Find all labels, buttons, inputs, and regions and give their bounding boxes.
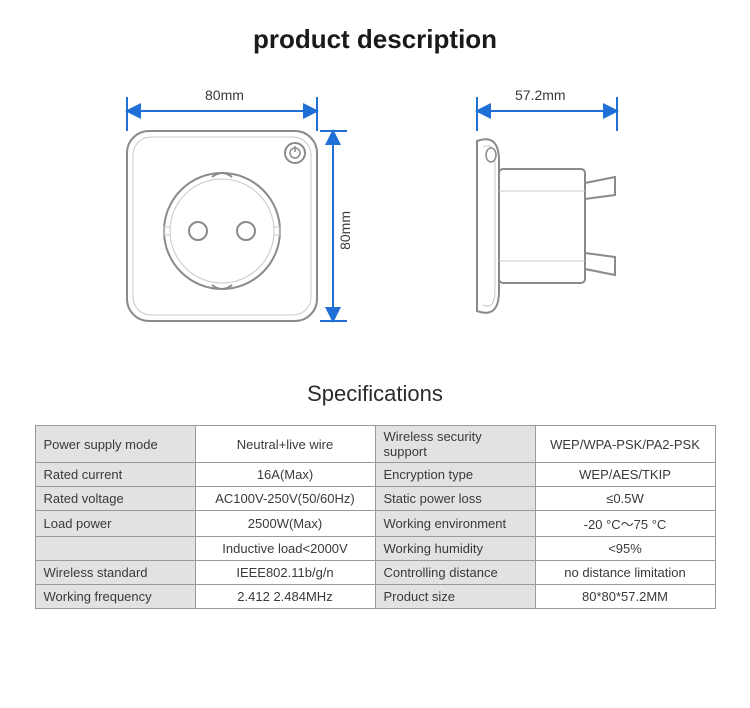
page-title: product description (0, 0, 750, 63)
table-row: Load power2500W(Max)Working environment-… (35, 511, 715, 537)
spec-label: Working humidity (375, 537, 535, 561)
spec-label: Controlling distance (375, 561, 535, 585)
spec-label (35, 537, 195, 561)
front-height-label: 80mm (337, 211, 353, 250)
spec-value: -20 °C～75 °C (535, 511, 715, 537)
spec-value: 2.412 2.484MHz (195, 585, 375, 609)
front-view-diagram: 80mm 80mm (115, 91, 355, 341)
diagram-row: 80mm 80mm (0, 63, 750, 351)
spec-value: no distance limitation (535, 561, 715, 585)
spec-value: 2500W(Max) (195, 511, 375, 537)
spec-label: Product size (375, 585, 535, 609)
front-width-label: 80mm (205, 87, 244, 103)
table-row: Rated voltageAC100V-250V(50/60Hz)Static … (35, 487, 715, 511)
spec-label: Load power (35, 511, 195, 537)
table-row: Wireless standardIEEE802.11b/g/nControll… (35, 561, 715, 585)
spec-value: 16A(Max) (195, 463, 375, 487)
front-view-svg (115, 91, 355, 341)
spec-label: Working frequency (35, 585, 195, 609)
spec-value: WEP/WPA-PSK/PA2-PSK (535, 426, 715, 463)
table-row: Working frequency2.412 2.484MHzProduct s… (35, 585, 715, 609)
spec-value: AC100V-250V(50/60Hz) (195, 487, 375, 511)
spec-value: IEEE802.11b/g/n (195, 561, 375, 585)
spec-table: Power supply modeNeutral+live wireWirele… (35, 425, 716, 609)
table-row: Power supply modeNeutral+live wireWirele… (35, 426, 715, 463)
side-view-diagram: 57.2mm (465, 91, 635, 341)
table-row: Rated current16A(Max)Encryption typeWEP/… (35, 463, 715, 487)
spec-value: Neutral+live wire (195, 426, 375, 463)
spec-value: Inductive load<2000V (195, 537, 375, 561)
spec-value: WEP/AES/TKIP (535, 463, 715, 487)
spec-label: Static power loss (375, 487, 535, 511)
spec-value: <95% (535, 537, 715, 561)
side-view-svg (465, 91, 635, 341)
spec-label: Wireless standard (35, 561, 195, 585)
spec-label: Power supply mode (35, 426, 195, 463)
spec-label: Rated voltage (35, 487, 195, 511)
spec-label: Working environment (375, 511, 535, 537)
spec-label: Rated current (35, 463, 195, 487)
table-row: Inductive load<2000VWorking humidity<95% (35, 537, 715, 561)
spec-value: ≤0.5W (535, 487, 715, 511)
spec-label: Encryption type (375, 463, 535, 487)
side-width-label: 57.2mm (515, 87, 566, 103)
spec-label: Wireless security support (375, 426, 535, 463)
spec-value: 80*80*57.2MM (535, 585, 715, 609)
spec-heading: Specifications (0, 351, 750, 425)
